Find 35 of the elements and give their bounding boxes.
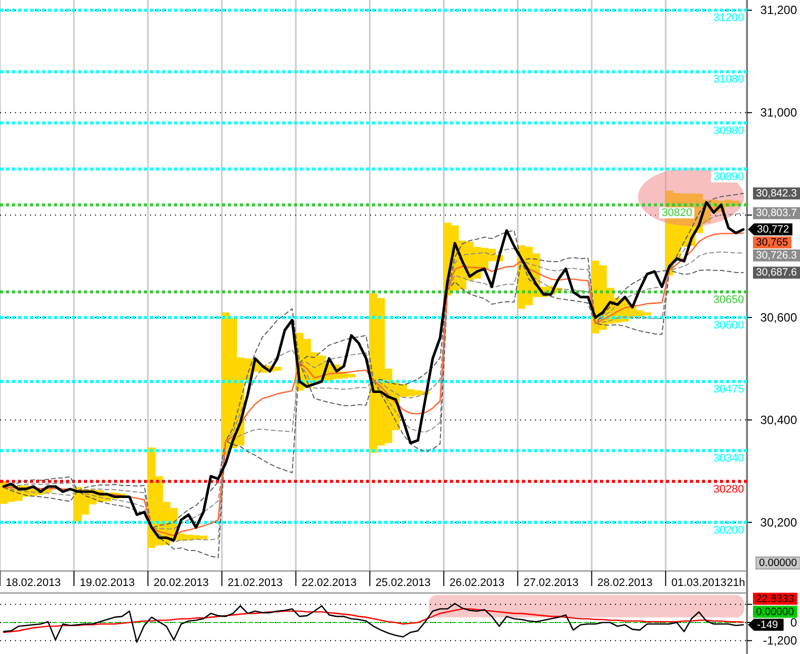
- y-tick-label: 30,600: [760, 310, 798, 325]
- ref-line-label: 31200: [713, 12, 744, 24]
- ref-line-label: 30820: [662, 206, 692, 219]
- y-tick-label: 31,000: [760, 106, 798, 120]
- line-series: [3, 608, 744, 633]
- x-tick-label: 01.03.2013: [671, 577, 726, 589]
- text: 0.00000: [759, 557, 798, 569]
- ref-line-label: 30980: [713, 124, 744, 137]
- x-tick-label: 22.02.2013: [302, 577, 357, 589]
- ref-line-label: 30340: [713, 452, 744, 465]
- ref-line-label: 30475: [713, 384, 744, 396]
- x-tick-label: 28.02.2013: [597, 577, 652, 589]
- y-tick-label: 0: [790, 616, 798, 630]
- x-tick-label: 21h: [726, 577, 746, 589]
- data-label: 30,765: [756, 236, 788, 248]
- y-tick-label: 31,200: [760, 3, 798, 18]
- ref-line-label: 30600: [713, 320, 744, 332]
- x-tick-label: 26.02.2013: [450, 577, 505, 589]
- ref-line-label: 30650: [713, 294, 744, 306]
- y-tick-label: 30,200: [760, 515, 798, 530]
- x-tick-label: 18.02.2013: [6, 577, 61, 589]
- data-label: -149: [757, 618, 778, 631]
- y-tick-label: -1,200: [762, 634, 798, 648]
- ref-line-label: 31080: [713, 74, 744, 86]
- x-tick-label: 25.02.2013: [376, 577, 431, 589]
- ref-line-label: 30200: [713, 524, 744, 536]
- data-label: 30,772: [757, 223, 790, 236]
- ref-line-label: 30890: [713, 170, 744, 183]
- line-series: [3, 602, 744, 643]
- x-tick-label: 20.02.2013: [154, 577, 209, 589]
- y-tick-label: 30,400: [760, 412, 798, 427]
- x-tick-label: 21.02.2013: [228, 577, 283, 589]
- x-tick-label: 19.02.2013: [80, 577, 135, 589]
- ref-line-label: 30280: [713, 483, 744, 496]
- x-tick-label: 27.02.2013: [523, 577, 579, 589]
